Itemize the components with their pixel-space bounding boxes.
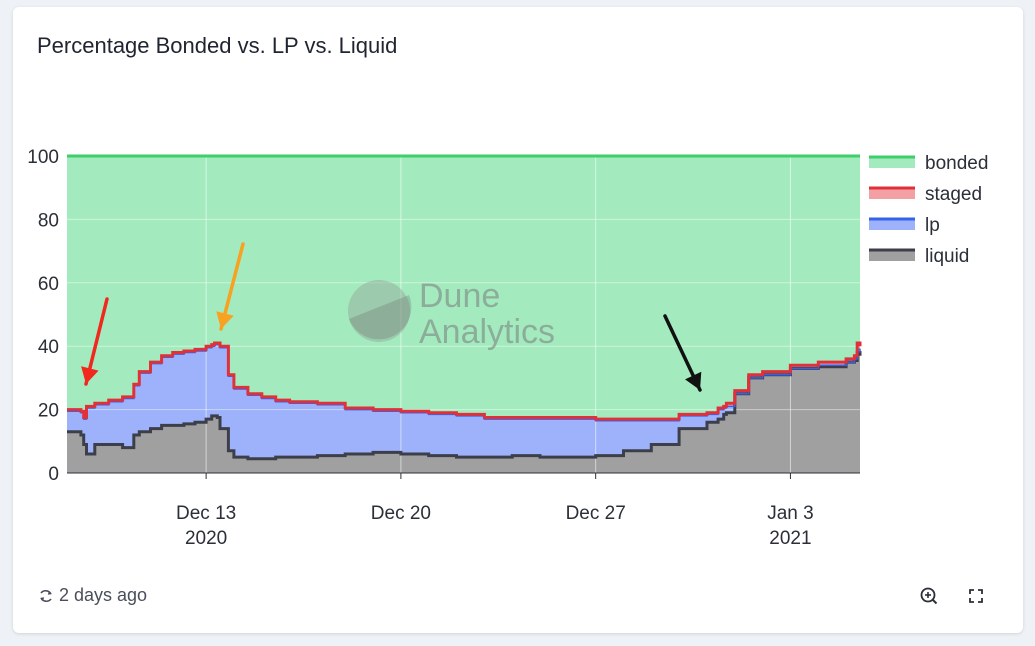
zoom-in-button[interactable] bbox=[918, 585, 940, 607]
lp-area[interactable] bbox=[67, 344, 860, 473]
chart-title: Percentage Bonded vs. LP vs. Liquid bbox=[37, 33, 398, 58]
y-tick-label: 0 bbox=[48, 464, 59, 485]
legend-swatch-liquid[interactable] bbox=[869, 249, 915, 261]
x-tick-label: Dec 20 bbox=[371, 503, 431, 524]
legend-label-staged[interactable]: staged bbox=[925, 184, 982, 205]
chart-card: Percentage Bonded vs. LP vs. Liquid Dune… bbox=[13, 7, 1023, 633]
legend-label-lp[interactable]: lp bbox=[925, 215, 940, 236]
watermark-line2: Analytics bbox=[419, 313, 555, 351]
last-updated[interactable]: 2 days ago bbox=[37, 585, 147, 606]
fullscreen-button[interactable] bbox=[965, 585, 987, 607]
x-tick-label: Jan 3 bbox=[767, 503, 813, 524]
y-tick-label: 80 bbox=[38, 210, 59, 231]
zoom-in-icon bbox=[920, 587, 938, 605]
legend-swatch-staged[interactable] bbox=[869, 187, 915, 199]
x-tick-label: Dec 27 bbox=[566, 503, 626, 524]
red-arrow-head bbox=[81, 366, 99, 384]
fullscreen-icon bbox=[969, 589, 983, 603]
orange-arrow-head bbox=[216, 311, 234, 329]
legend-swatch-bonded[interactable] bbox=[869, 156, 915, 168]
x-tick-year: 2021 bbox=[769, 528, 811, 549]
legend-label-bonded[interactable]: bonded bbox=[925, 153, 988, 174]
legend-label-liquid[interactable]: liquid bbox=[925, 246, 969, 267]
x-tick-label: Dec 13 bbox=[176, 503, 236, 524]
watermark-logo bbox=[348, 280, 410, 342]
legend-swatch-lp[interactable] bbox=[869, 218, 915, 230]
bonded-area[interactable] bbox=[67, 156, 860, 473]
x-tick-year: 2020 bbox=[185, 528, 227, 549]
watermark-line1: Dune bbox=[419, 277, 500, 315]
y-tick-label: 100 bbox=[27, 147, 59, 168]
liquid-area[interactable] bbox=[67, 352, 860, 474]
y-tick-label: 60 bbox=[38, 274, 59, 295]
black-arrow-head bbox=[685, 371, 702, 390]
refresh-icon[interactable] bbox=[37, 587, 55, 605]
y-tick-label: 40 bbox=[38, 337, 59, 358]
last-updated-text: 2 days ago bbox=[59, 585, 148, 605]
watermark-logo-slice bbox=[349, 295, 412, 340]
y-tick-label: 20 bbox=[38, 401, 59, 422]
staged-line[interactable] bbox=[67, 341, 862, 421]
